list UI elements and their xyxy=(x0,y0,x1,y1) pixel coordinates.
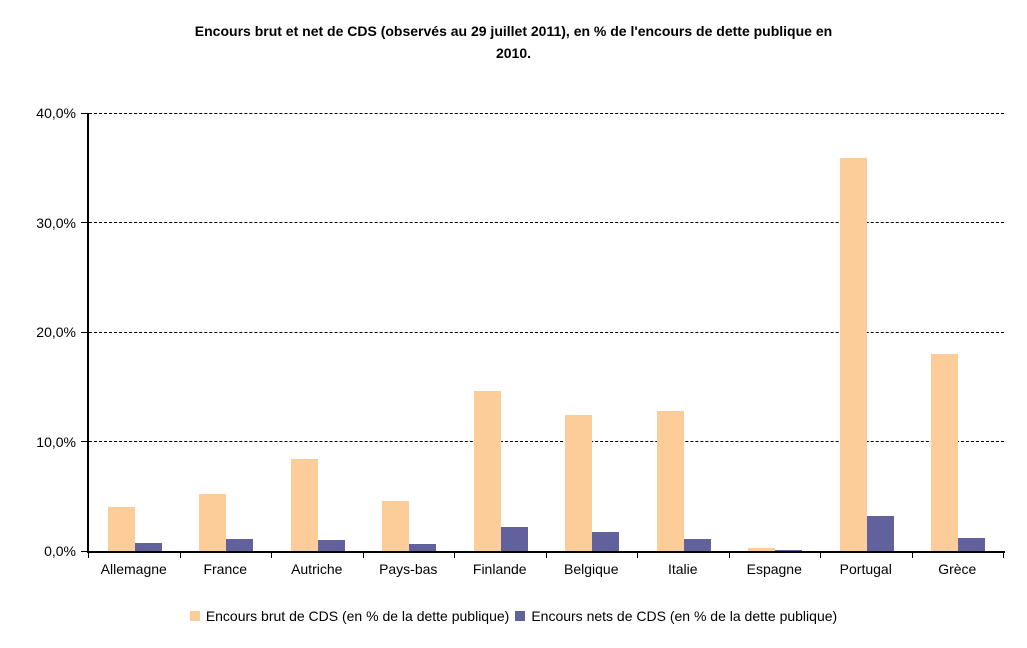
y-axis-label-0: 0,0% xyxy=(44,543,76,559)
chart-title: Encours brut et net de CDS (observés au … xyxy=(0,20,1027,64)
bar-net-Finlande xyxy=(500,526,528,551)
chart-title-line1: Encours brut et net de CDS (observés au … xyxy=(194,23,833,39)
x-tick-3 xyxy=(362,553,364,558)
x-axis-line xyxy=(87,551,1005,553)
x-axis-label-Grèce: Grèce xyxy=(938,561,977,577)
legend-swatch-net-icon xyxy=(515,611,526,621)
bar-brut-France xyxy=(199,494,227,551)
bar-brut-Espagne xyxy=(748,547,776,551)
x-axis-label-Allemagne: Allemagne xyxy=(100,561,167,577)
legend-label-net: Encours nets de CDS (en % de la dette pu… xyxy=(531,608,838,624)
bar-brut-Autriche xyxy=(290,459,318,551)
plot-area xyxy=(89,112,1004,551)
bar-net-Pays-bas xyxy=(409,544,437,551)
legend-item-brut: Encours brut de CDS (en % de la dette pu… xyxy=(189,608,510,624)
x-axis-label-Belgique: Belgique xyxy=(564,561,619,577)
y-tick-10 xyxy=(81,441,87,442)
bar-net-Autriche xyxy=(317,540,345,551)
bar-net-Grèce xyxy=(958,537,986,551)
bar-brut-Belgique xyxy=(565,415,593,551)
gridline-30 xyxy=(89,222,1004,223)
y-tick-30 xyxy=(81,222,87,223)
y-tick-40 xyxy=(81,112,87,114)
gridline-40 xyxy=(89,112,1004,114)
x-tick-0 xyxy=(88,553,89,558)
bar-net-Espagne xyxy=(775,549,803,551)
x-tick-7 xyxy=(728,553,730,558)
y-tick-20 xyxy=(81,331,87,333)
y-tick-0 xyxy=(81,550,87,552)
x-tick-6 xyxy=(637,553,638,558)
x-axis-label-Portugal: Portugal xyxy=(839,561,892,577)
x-tick-4 xyxy=(454,553,455,558)
x-tick-10 xyxy=(1003,553,1004,558)
x-axis-label-France: France xyxy=(203,561,248,577)
legend: Encours brut de CDS (en % de la dette pu… xyxy=(0,608,1027,624)
bar-net-Portugal xyxy=(866,515,894,551)
gridline-20 xyxy=(89,331,1004,333)
bar-brut-Grèce xyxy=(931,353,959,551)
legend-item-net: Encours nets de CDS (en % de la dette pu… xyxy=(515,608,837,624)
x-tick-5 xyxy=(545,553,547,558)
y-axis-label-20: 20,0% xyxy=(36,324,76,340)
bar-brut-Italie xyxy=(656,410,684,551)
bar-brut-Portugal xyxy=(839,157,867,551)
x-axis-label-Italie: Italie xyxy=(667,561,698,577)
bar-brut-Allemagne xyxy=(107,507,135,551)
x-axis-label-Autriche: Autriche xyxy=(291,561,343,577)
x-tick-8 xyxy=(820,553,821,558)
y-axis-line xyxy=(87,113,89,553)
x-axis-label-Espagne: Espagne xyxy=(746,561,802,577)
x-axis-label-Pays-bas: Pays-bas xyxy=(379,561,438,577)
x-axis-label-Finlande: Finlande xyxy=(472,561,527,577)
bar-net-Belgique xyxy=(592,532,620,551)
legend-label-brut: Encours brut de CDS (en % de la dette pu… xyxy=(205,608,510,624)
x-tick-9 xyxy=(911,553,913,558)
y-axis-label-30: 30,0% xyxy=(36,214,76,231)
chart-title-line2: 2010. xyxy=(495,45,532,61)
bar-net-France xyxy=(226,538,254,551)
x-tick-2 xyxy=(271,553,272,558)
y-axis-label-10: 10,0% xyxy=(36,433,76,450)
y-axis-label-40: 40,0% xyxy=(36,105,76,121)
legend-swatch-brut-icon xyxy=(189,611,200,621)
x-tick-1 xyxy=(179,553,181,558)
bar-brut-Pays-bas xyxy=(382,500,410,551)
bar-net-Allemagne xyxy=(134,543,162,551)
bar-net-Italie xyxy=(683,538,711,551)
gridline-10 xyxy=(89,441,1004,442)
bar-brut-Finlande xyxy=(473,391,501,551)
